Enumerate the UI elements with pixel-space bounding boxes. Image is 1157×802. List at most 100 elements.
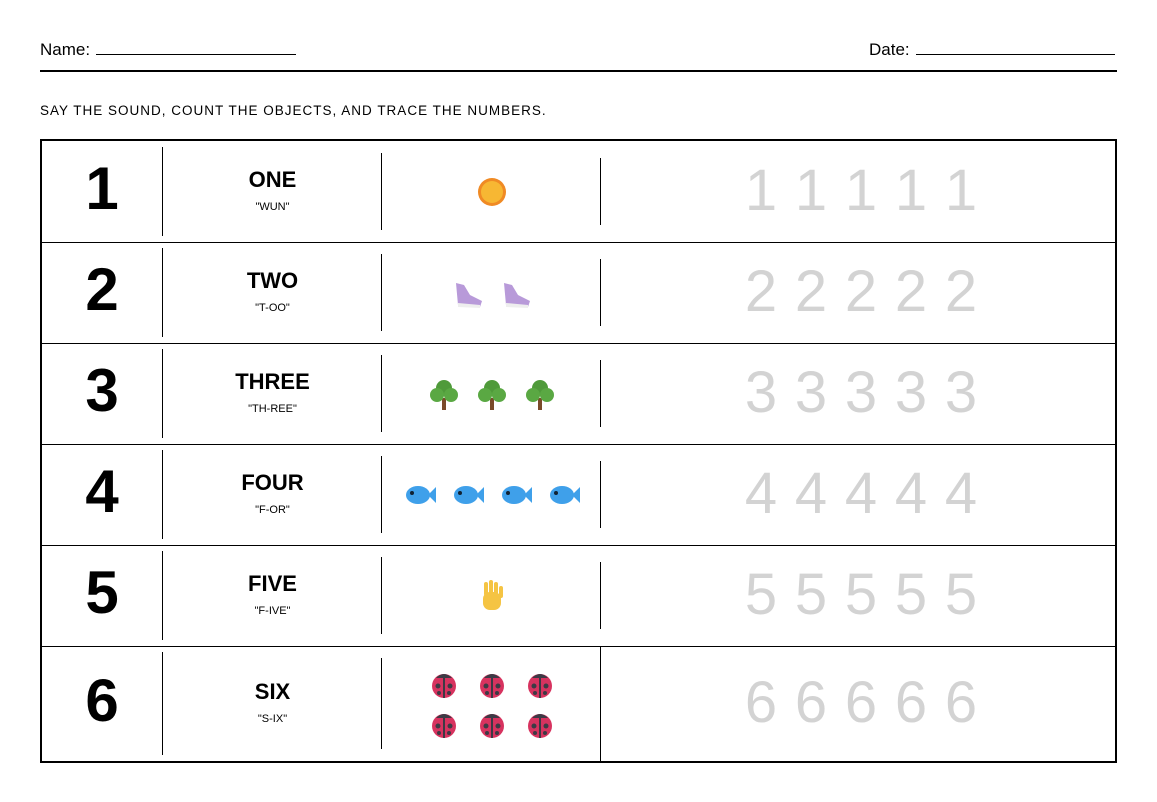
trace-digit[interactable]: 6 — [744, 669, 778, 735]
number-word: THREE "TH-REE" — [163, 369, 382, 415]
trace-digit[interactable]: 6 — [844, 669, 878, 735]
trace-digit[interactable]: 5 — [844, 561, 878, 627]
ladybug-icon — [431, 713, 456, 738]
pronunciation: "F-IVE" — [254, 604, 291, 617]
trace-digit[interactable]: 2 — [894, 258, 928, 324]
name-field[interactable]: Name: — [40, 40, 297, 60]
pronunciation: "TH-REE" — [248, 402, 297, 415]
ladybug-icon — [479, 713, 504, 738]
objects-group — [382, 666, 601, 742]
pronunciation: "T-OO" — [255, 301, 290, 314]
trace-digit[interactable]: 3 — [894, 359, 928, 425]
ladybug-icon — [479, 673, 504, 698]
trace-digit[interactable]: 2 — [744, 258, 778, 324]
shoe-icon — [503, 282, 530, 308]
trace-digit[interactable]: 5 — [794, 561, 828, 627]
fish-icon — [405, 485, 436, 504]
word-label: TWO — [246, 267, 299, 293]
column-divider — [162, 551, 163, 640]
trace-digit[interactable]: 1 — [894, 157, 928, 223]
trace-digit[interactable]: 3 — [794, 359, 828, 425]
trace-digit[interactable]: 5 — [944, 561, 978, 627]
trace-digit[interactable]: 5 — [894, 561, 928, 627]
hand-icon — [482, 579, 503, 610]
trace-digit[interactable]: 6 — [794, 669, 828, 735]
ladybug-icon — [527, 673, 552, 698]
number-word: ONE "WUN" — [163, 167, 382, 213]
trace-digit[interactable]: 2 — [794, 258, 828, 324]
trace-digit[interactable]: 1 — [944, 157, 978, 223]
objects-group — [382, 477, 601, 513]
trace-digit[interactable]: 1 — [844, 157, 878, 223]
trace-digit[interactable]: 2 — [844, 258, 878, 324]
objects-group — [382, 578, 601, 614]
row-number: 6 — [85, 666, 119, 734]
trace-digit[interactable]: 2 — [944, 258, 978, 324]
column-divider — [381, 557, 382, 634]
fish-icon — [453, 485, 484, 504]
trace-digit[interactable]: 3 — [844, 359, 878, 425]
trace-digit[interactable]: 4 — [794, 460, 828, 526]
column-divider — [600, 461, 601, 528]
column-divider — [162, 349, 163, 438]
trace-digit[interactable]: 4 — [944, 460, 978, 526]
word-label: THREE — [235, 368, 310, 394]
column-divider — [162, 652, 163, 755]
word-label: FOUR — [241, 469, 304, 495]
trace-digit[interactable]: 6 — [894, 669, 928, 735]
pronunciation: "S-IX" — [257, 712, 288, 725]
column-divider — [600, 360, 601, 427]
trace-digit[interactable]: 4 — [744, 460, 778, 526]
fish-icon — [501, 485, 532, 504]
objects-group — [382, 376, 601, 412]
number-word: FIVE "F-IVE" — [163, 571, 382, 617]
column-divider — [162, 147, 163, 236]
row-number: 3 — [85, 356, 119, 424]
word-label: FIVE — [248, 570, 297, 596]
column-divider — [162, 450, 163, 539]
objects-group — [382, 174, 601, 210]
trace-digit[interactable]: 1 — [744, 157, 778, 223]
name-label: Name: — [40, 40, 91, 59]
column-divider — [381, 658, 382, 749]
trace-digit[interactable]: 6 — [944, 669, 978, 735]
tree-icon — [477, 379, 506, 410]
column-divider — [381, 254, 382, 331]
number-word: TWO "T-OO" — [163, 268, 382, 314]
sun-icon — [477, 177, 506, 206]
date-field[interactable]: Date: — [869, 40, 1115, 60]
number-word: SIX "S-IX" — [163, 679, 382, 725]
pronunciation: "WUN" — [255, 200, 290, 213]
row-number: 5 — [85, 558, 119, 626]
word-label: SIX — [254, 678, 291, 704]
number-word: FOUR "F-OR" — [163, 470, 382, 516]
trace-digit[interactable]: 1 — [794, 157, 828, 223]
date-line[interactable] — [915, 40, 1115, 55]
row-number: 1 — [85, 154, 119, 222]
word-label: ONE — [248, 166, 297, 192]
name-line[interactable] — [96, 40, 297, 55]
date-label: Date: — [869, 40, 910, 59]
trace-digit[interactable]: 3 — [744, 359, 778, 425]
tree-icon — [525, 379, 554, 410]
trace-digit[interactable]: 4 — [894, 460, 928, 526]
column-divider — [162, 248, 163, 337]
column-divider — [381, 456, 382, 533]
trace-digit[interactable]: 4 — [844, 460, 878, 526]
trace-digit[interactable]: 5 — [744, 561, 778, 627]
row-number: 2 — [85, 255, 119, 323]
ladybug-icon — [431, 673, 456, 698]
trace-digit[interactable]: 3 — [944, 359, 978, 425]
pronunciation: "F-OR" — [255, 503, 290, 516]
